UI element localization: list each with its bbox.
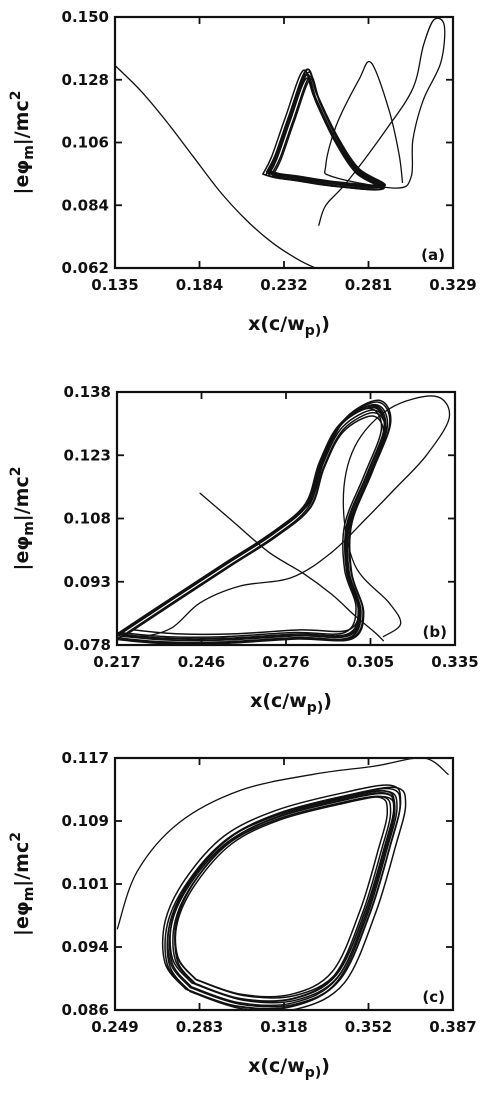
series-1 (115, 64, 317, 268)
series-3-trace-9 (118, 407, 383, 638)
series-2-trace-4 (174, 791, 395, 999)
x-tick-label: 0.329 (429, 276, 476, 294)
y-tick-label: 0.123 (64, 446, 111, 464)
y-tick-label: 0.078 (64, 636, 111, 654)
series-3-trace-10 (267, 74, 382, 189)
y-axis-label: |eφm|/mc2 (8, 467, 37, 571)
x-tick-label: 0.249 (91, 1018, 138, 1036)
panel-label: (c) (422, 988, 445, 1006)
x-axis-label: x(c/wp)) (248, 313, 330, 339)
x-tick-label: 0.305 (347, 653, 394, 671)
x-tick-label: 0.281 (345, 276, 392, 294)
series-2-trace-5 (174, 795, 396, 1004)
plot-frame (113, 15, 455, 270)
series-2-trace-7 (167, 787, 401, 1008)
series-2 (117, 395, 451, 638)
y-tick-label: 0.108 (64, 510, 111, 528)
y-tick-label: 0.084 (62, 196, 109, 214)
x-tick-label: 0.246 (178, 653, 225, 671)
y-tick-label: 0.138 (64, 383, 111, 401)
series-2 (318, 17, 446, 226)
series-3-trace-5 (262, 69, 384, 190)
y-tick-label: 0.106 (62, 134, 109, 152)
y-tick-label: 0.062 (62, 259, 109, 277)
y-tick-label: 0.150 (62, 8, 109, 26)
y-axis-label: |eφm|/mc2 (8, 832, 37, 936)
curves (117, 395, 451, 645)
x-axis-label: x(c/wp)) (248, 1055, 330, 1081)
y-tick-label: 0.086 (62, 1001, 109, 1019)
series-2-trace-8 (174, 796, 389, 998)
panel-label: (a) (421, 246, 445, 264)
y-axis-label: |eφm|/mc2 (8, 91, 37, 195)
x-tick-label: 0.232 (260, 276, 307, 294)
series-1 (116, 758, 449, 930)
chart-panel-1: 0.135 0.184 0.232 0.281 0.329 0.062 0.084 0.106… (8, 8, 477, 339)
curves (115, 17, 446, 268)
x-axis-label: x(c/wp)) (250, 690, 332, 716)
series-2-trace-2 (168, 792, 396, 1007)
x-tick-label: 0.387 (429, 1018, 476, 1036)
panel-label: (b) (423, 623, 447, 641)
series-3-trace-9 (267, 77, 382, 191)
series-2-trace-10 (164, 790, 398, 1010)
plot-frame (113, 756, 455, 1012)
y-tick-label: 0.109 (62, 812, 109, 830)
curves (116, 758, 449, 1010)
x-tick-label: 0.217 (93, 653, 140, 671)
y-tick-label: 0.093 (64, 573, 111, 591)
y-tick-label: 0.101 (62, 875, 109, 893)
x-tick-label: 0.135 (91, 276, 138, 294)
x-tick-label: 0.276 (262, 653, 309, 671)
series-3-trace-3 (271, 75, 385, 188)
series-3-trace-10 (123, 411, 387, 642)
y-tick-label: 0.117 (62, 749, 109, 767)
series-3-trace-8 (272, 78, 385, 191)
series-2-trace-9 (172, 795, 392, 1002)
x-tick-label: 0.283 (176, 1018, 223, 1036)
series-3-trace-7 (265, 68, 386, 188)
x-tick-label: 0.184 (176, 276, 223, 294)
y-tick-label: 0.128 (62, 71, 109, 89)
series-1 (199, 492, 385, 642)
chart-panel-3: 0.249 0.283 0.318 0.352 0.387 0.086 0.094 0.101… (8, 749, 477, 1081)
x-tick-label: 0.352 (345, 1018, 392, 1036)
series-2-trace-3 (169, 789, 396, 1003)
y-tick-label: 0.094 (62, 938, 109, 956)
chart-panel-2: 0.217 0.246 0.276 0.305 0.335 0.078 0.093 0.108… (8, 383, 479, 716)
x-tick-label: 0.318 (260, 1018, 307, 1036)
x-tick-label: 0.335 (431, 653, 478, 671)
